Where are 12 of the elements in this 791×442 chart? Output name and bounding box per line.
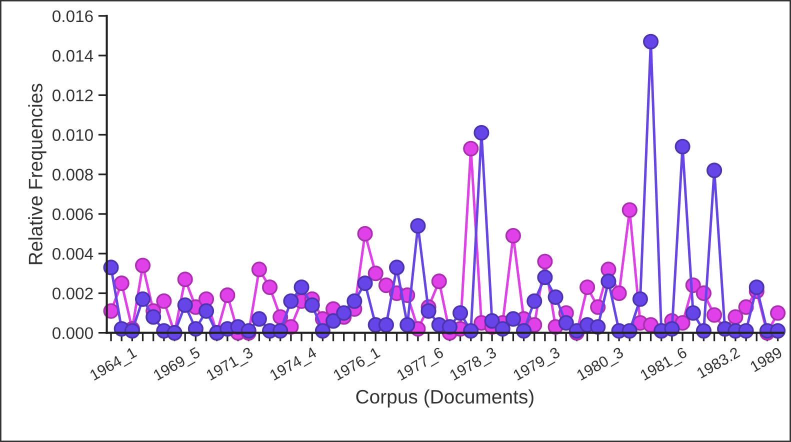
y-tick-label: 0.010 bbox=[52, 129, 93, 141]
y-tick-label: 0.006 bbox=[52, 208, 93, 220]
y-tick-label: 0.002 bbox=[52, 288, 93, 300]
y-tick-label: 0.004 bbox=[52, 248, 94, 260]
y-tick-label: 0.016 bbox=[52, 10, 93, 22]
x-axis-title: Corpus (Documents) bbox=[356, 389, 534, 408]
x-tick-label: 1989 bbox=[750, 346, 783, 372]
y-tick-label: 0.000 bbox=[52, 327, 93, 340]
y-axis-title: Relative Frequencies bbox=[28, 84, 46, 264]
y-tick-label: 0.014 bbox=[52, 50, 94, 62]
y-tick-label: 0.008 bbox=[52, 168, 93, 181]
y-tick-label: 0.012 bbox=[52, 90, 93, 102]
